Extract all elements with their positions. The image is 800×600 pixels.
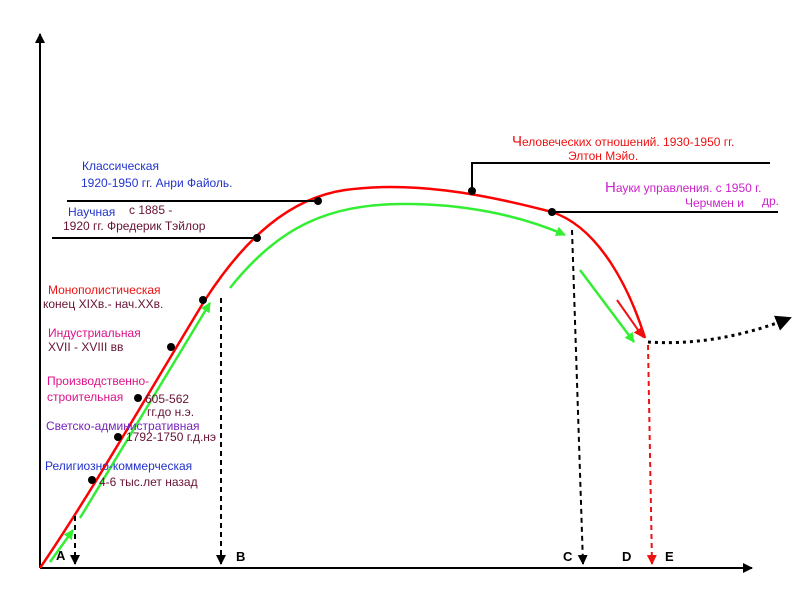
label-human-relations-initial: Ч bbox=[512, 133, 522, 150]
label-secular-date: 1792-1750 г.д.нэ bbox=[126, 430, 216, 444]
label-monopolistic-title: Монополистическая bbox=[48, 283, 161, 297]
label-management-science-initial: Н bbox=[605, 179, 616, 196]
growth-arrow-long bbox=[78, 302, 212, 519]
decline-arrow bbox=[579, 269, 635, 343]
label-classical-line2: 1920-1950 гг. Анри Файоль. bbox=[81, 176, 233, 190]
dot-classical bbox=[314, 197, 322, 205]
label-religious-date: 4-6 тыс.лет назад bbox=[99, 475, 198, 489]
dot-industrial bbox=[167, 343, 175, 351]
dot-religious bbox=[88, 476, 96, 484]
future-arrow bbox=[647, 315, 792, 345]
label-industrial-date: XVII - XVIII вв bbox=[48, 340, 123, 354]
label-religious-title: Религиозно-коммерческая bbox=[45, 459, 192, 473]
label-management-science-line1: Науки управления. с 1950 г. bbox=[605, 179, 761, 196]
label-human-relations-line2: Элтон Мэйо. bbox=[568, 149, 638, 163]
dot-secular bbox=[114, 433, 122, 441]
label-scientific-name: Научная bbox=[68, 205, 115, 219]
label-management-science-line2b: др. bbox=[762, 194, 779, 208]
maturity-arrow bbox=[229, 202, 566, 289]
drop-line-d bbox=[646, 344, 657, 565]
label-scientific-date: с 1885 - bbox=[129, 203, 172, 217]
point-label-b: B bbox=[236, 549, 245, 564]
label-management-science-rest: ауки управления. с 1950 г. bbox=[616, 181, 762, 195]
label-production-date-1: 605-562 bbox=[145, 392, 189, 406]
dot-management-science bbox=[548, 208, 556, 216]
evolution-curve bbox=[38, 185, 647, 569]
point-label-c: C bbox=[563, 549, 573, 564]
point-label-a: A bbox=[56, 548, 66, 563]
dot-human-relations bbox=[468, 187, 476, 195]
label-production-title-2: строительная bbox=[47, 390, 123, 404]
label-management-science-line2a: Черчмен и bbox=[685, 196, 744, 210]
point-label-d: D bbox=[622, 549, 631, 564]
label-production-date-2: гг.до н.э. bbox=[147, 405, 194, 419]
dot-scientific bbox=[253, 234, 261, 242]
decline-red-arrow bbox=[616, 299, 644, 338]
drop-line-c bbox=[571, 229, 588, 565]
label-human-relations-rest: еловеческих отношений. 1930-1950 гг. bbox=[522, 135, 734, 149]
label-monopolistic-date: конец XIXв.- нач.XXв. bbox=[43, 297, 163, 311]
label-classical-line1: Классическая bbox=[82, 159, 159, 173]
label-secular-title: Светско-административная bbox=[46, 419, 200, 433]
label-scientific-line2: 1920 гг. Фредерик Тэйлор bbox=[63, 219, 206, 233]
label-industrial-title: Индустриальная bbox=[48, 326, 141, 340]
leader-human-relations bbox=[471, 162, 770, 191]
label-human-relations-line1: Человеческих отношений. 1930-1950 гг. bbox=[512, 133, 734, 150]
label-production-title-1: Производственно- bbox=[47, 374, 149, 388]
dot-monopolistic bbox=[199, 296, 207, 304]
growth-arrow-short bbox=[48, 529, 75, 563]
dot-production bbox=[134, 394, 142, 402]
point-label-e: E bbox=[665, 549, 674, 564]
